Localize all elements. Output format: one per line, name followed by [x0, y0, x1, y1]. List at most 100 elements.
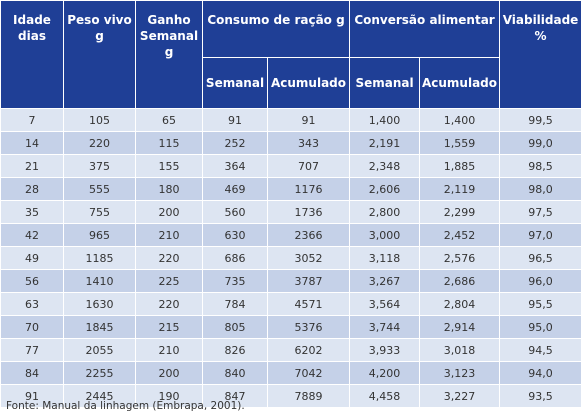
consumo-semanal-cell: 826: [202, 338, 268, 362]
peso-vivo-cell: 555: [63, 177, 136, 201]
ganho-semanal-cell: 225: [135, 269, 203, 293]
conversao-semanal-cell: 2,191: [349, 131, 421, 155]
ganho-semanal-cell: 115: [135, 131, 203, 155]
consumo-semanal-cell: 560: [202, 200, 268, 224]
header-consumo-racao: Consumo de ração g: [201, 0, 351, 58]
conversao-acumulado-cell: 2,452: [419, 223, 501, 247]
consumo-acumulado-cell: 3787: [266, 269, 351, 293]
ganho-semanal-cell: 210: [135, 223, 203, 247]
idade-cell: 21: [0, 154, 64, 178]
header-consumo-acumulado: Acumulado: [266, 57, 351, 109]
table-row: 84 2255 200 840 7042 4,200 3,123 94,0: [0, 361, 581, 385]
idade-cell: 7: [0, 108, 64, 132]
conversao-acumulado-cell: 2,804: [419, 292, 501, 316]
idade-cell: 91: [0, 384, 64, 408]
header-viabilidade: Viabilidade %: [499, 0, 581, 109]
ganho-semanal-cell: 220: [135, 292, 203, 316]
idade-cell: 63: [0, 292, 64, 316]
consumo-acumulado-cell: 91: [266, 108, 351, 132]
peso-vivo-cell: 2255: [63, 361, 136, 385]
consumo-acumulado-cell: 6202: [266, 338, 351, 362]
conversao-semanal-cell: 3,933: [349, 338, 421, 362]
consumo-semanal-cell: 735: [202, 269, 268, 293]
viabilidade-cell: 98,5: [499, 154, 581, 178]
consumo-semanal-cell: 805: [202, 315, 268, 339]
conversao-semanal-cell: 4,200: [349, 361, 421, 385]
viabilidade-cell: 99,0: [499, 131, 581, 155]
conversao-acumulado-cell: 3,018: [419, 338, 501, 362]
consumo-acumulado-cell: 7889: [266, 384, 351, 408]
peso-vivo-cell: 2055: [63, 338, 136, 362]
conversao-acumulado-cell: 2,914: [419, 315, 501, 339]
idade-cell: 70: [0, 315, 64, 339]
table-header: Idade dias Peso vivo g Ganho Semanal g C…: [0, 0, 581, 109]
conversao-acumulado-cell: 1,400: [419, 108, 501, 132]
conversao-acumulado-cell: 1,559: [419, 131, 501, 155]
idade-cell: 77: [0, 338, 64, 362]
conversao-semanal-cell: 2,800: [349, 200, 421, 224]
viabilidade-cell: 97,0: [499, 223, 581, 247]
conversao-acumulado-cell: 3,123: [419, 361, 501, 385]
viabilidade-cell: 99,5: [499, 108, 581, 132]
peso-vivo-cell: 965: [63, 223, 136, 247]
ganho-semanal-cell: 155: [135, 154, 203, 178]
ganho-semanal-cell: 215: [135, 315, 203, 339]
table-body: 7 105 65 91 91 1,400 1,400 99,5 14 220 115 252 343 2,…: [0, 108, 581, 408]
viabilidade-cell: 95,5: [499, 292, 581, 316]
table-row: 49 1185 220 686 3052 3,118 2,576 96,5: [0, 246, 581, 270]
consumo-semanal-cell: 364: [202, 154, 268, 178]
viabilidade-cell: 94,5: [499, 338, 581, 362]
consumo-acumulado-cell: 4571: [266, 292, 351, 316]
table-row: 7 105 65 91 91 1,400 1,400 99,5: [0, 108, 581, 132]
table-row: 56 1410 225 735 3787 3,267 2,686 96,0: [0, 269, 581, 293]
conversao-acumulado-cell: 3,227: [419, 384, 501, 408]
consumo-semanal-cell: 784: [202, 292, 268, 316]
conversao-semanal-cell: 1,400: [349, 108, 421, 132]
peso-vivo-cell: 105: [63, 108, 136, 132]
consumo-semanal-cell: 847: [202, 384, 268, 408]
table-row: 14 220 115 252 343 2,191 1,559 99,0: [0, 131, 581, 155]
conversao-acumulado-cell: 1,885: [419, 154, 501, 178]
header-conversao-acumulado: Acumulado: [419, 57, 501, 109]
viabilidade-cell: 93,5: [499, 384, 581, 408]
viabilidade-cell: 94,0: [499, 361, 581, 385]
peso-vivo-cell: 1185: [63, 246, 136, 270]
header-conversao-alimentar: Conversão alimentar: [349, 0, 501, 58]
conversao-semanal-cell: 3,744: [349, 315, 421, 339]
ganho-semanal-cell: 200: [135, 200, 203, 224]
ganho-semanal-cell: 180: [135, 177, 203, 201]
peso-vivo-cell: 755: [63, 200, 136, 224]
table-row: 21 375 155 364 707 2,348 1,885 98,5: [0, 154, 581, 178]
conversao-acumulado-cell: 2,576: [419, 246, 501, 270]
table-row: 77 2055 210 826 6202 3,933 3,018 94,5: [0, 338, 581, 362]
consumo-semanal-cell: 840: [202, 361, 268, 385]
consumo-semanal-cell: 686: [202, 246, 268, 270]
table-row: 42 965 210 630 2366 3,000 2,452 97,0: [0, 223, 581, 247]
conversao-semanal-cell: 3,118: [349, 246, 421, 270]
peso-vivo-cell: 1845: [63, 315, 136, 339]
peso-vivo-cell: 1410: [63, 269, 136, 293]
table-row: 28 555 180 469 1176 2,606 2,119 98,0: [0, 177, 581, 201]
idade-cell: 42: [0, 223, 64, 247]
consumo-acumulado-cell: 3052: [266, 246, 351, 270]
consumo-acumulado-cell: 5376: [266, 315, 351, 339]
viabilidade-cell: 97,5: [499, 200, 581, 224]
source-caption: Fonte: Manual da linhagem (Embrapa, 2001…: [6, 400, 245, 412]
consumo-acumulado-cell: 2366: [266, 223, 351, 247]
idade-cell: 56: [0, 269, 64, 293]
consumo-acumulado-cell: 1176: [266, 177, 351, 201]
ganho-semanal-cell: 200: [135, 361, 203, 385]
conversao-semanal-cell: 4,458: [349, 384, 421, 408]
ganho-semanal-cell: 210: [135, 338, 203, 362]
viabilidade-cell: 96,5: [499, 246, 581, 270]
peso-vivo-cell: 1630: [63, 292, 136, 316]
table-row: 35 755 200 560 1736 2,800 2,299 97,5: [0, 200, 581, 224]
consumo-semanal-cell: 469: [202, 177, 268, 201]
viabilidade-cell: 96,0: [499, 269, 581, 293]
idade-cell: 28: [0, 177, 64, 201]
conversao-semanal-cell: 2,606: [349, 177, 421, 201]
conversao-acumulado-cell: 2,119: [419, 177, 501, 201]
peso-vivo-cell: 220: [63, 131, 136, 155]
